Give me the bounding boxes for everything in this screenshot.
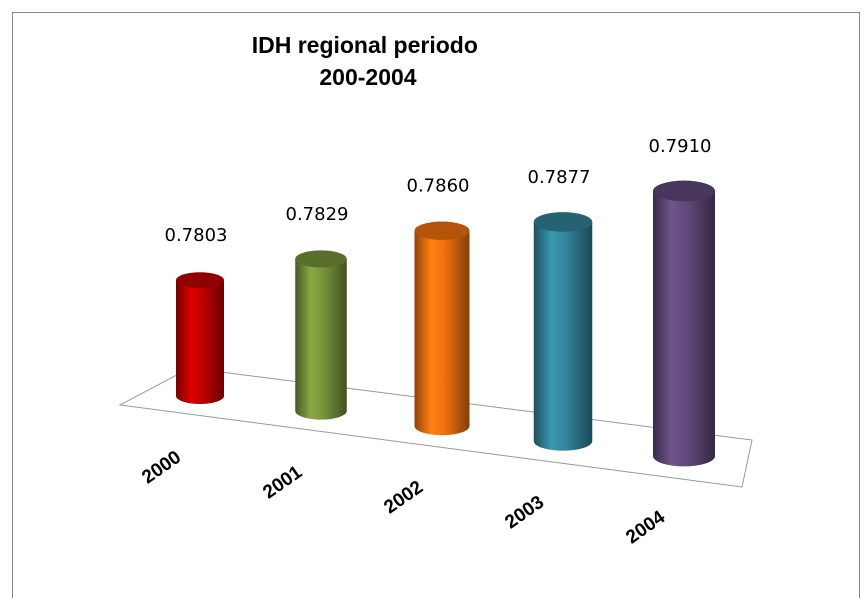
cylinder	[533, 221, 593, 451]
cylinder	[295, 258, 347, 420]
cylinder	[176, 280, 224, 404]
value-label: 0.7910	[649, 136, 712, 157]
cylinder-top	[176, 272, 224, 289]
title-line: IDH regional periodo	[252, 32, 478, 58]
value-label: 0.7877	[528, 167, 591, 188]
cylinder-top	[533, 212, 593, 232]
chart-title: IDH regional periodo 200-2004	[252, 32, 485, 90]
cylinder	[414, 230, 470, 436]
value-label: 0.7860	[407, 176, 470, 197]
value-label: 0.7803	[165, 225, 228, 246]
cylinder	[653, 190, 715, 467]
cylinder-top	[295, 250, 347, 268]
cylinder-top	[414, 221, 470, 240]
cylinder-top	[653, 180, 715, 202]
value-label: 0.7829	[286, 204, 349, 225]
title-line: 200-2004	[319, 64, 416, 90]
